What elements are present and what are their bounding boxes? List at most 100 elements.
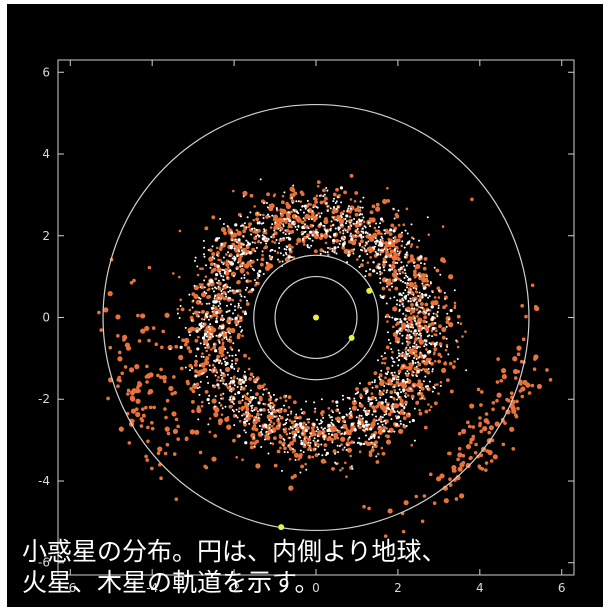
asteroid-white — [213, 359, 216, 362]
asteroid-white — [417, 337, 420, 340]
asteroid-orange — [393, 388, 396, 392]
asteroid-white — [410, 323, 413, 326]
asteroid-trojan — [150, 421, 154, 425]
asteroid-white — [388, 315, 391, 318]
asteroid-orange — [188, 349, 193, 354]
asteroid-orange — [402, 416, 407, 421]
asteroid-white — [283, 218, 286, 221]
asteroid-orange — [288, 419, 292, 422]
asteroid-white — [334, 232, 337, 235]
asteroid-white — [330, 220, 333, 223]
asteroid-white — [398, 388, 401, 391]
asteroid-orange — [317, 443, 320, 446]
asteroid-trojan — [161, 374, 167, 381]
asteroid-orange — [196, 273, 200, 277]
asteroid-orange — [247, 225, 251, 229]
asteroid-orange — [374, 440, 378, 445]
asteroid-trojan — [451, 469, 456, 473]
asteroid-orange — [397, 424, 401, 428]
asteroid-white — [348, 412, 351, 415]
asteroid-orange — [451, 365, 456, 369]
asteroid-orange — [213, 309, 216, 313]
asteroid-white — [397, 394, 400, 397]
asteroid-white — [320, 234, 323, 237]
asteroid-orange — [399, 250, 402, 253]
asteroid-white — [428, 362, 431, 365]
asteroid-white — [244, 378, 247, 381]
asteroid-white — [237, 320, 240, 323]
asteroid-white — [343, 433, 346, 436]
asteroid-white — [411, 359, 414, 362]
asteroid-orange — [415, 308, 419, 311]
asteroid-orange — [277, 217, 283, 223]
asteroid-white — [244, 384, 247, 387]
asteroid-white — [440, 345, 443, 348]
asteroid-trojan — [161, 329, 166, 334]
asteroid-orange — [341, 245, 346, 250]
asteroid-orange — [272, 436, 277, 440]
asteroid-white — [222, 372, 225, 375]
asteroid-white — [207, 343, 210, 346]
asteroid-white — [237, 261, 240, 264]
asteroid-orange — [178, 275, 181, 279]
asteroid-orange — [244, 247, 247, 251]
asteroid-trojan — [140, 418, 145, 423]
asteroid-white — [259, 213, 262, 216]
asteroid-white — [212, 369, 215, 372]
asteroid-orange — [370, 217, 376, 223]
asteroid-white — [423, 262, 426, 265]
asteroid-white — [216, 254, 219, 257]
asteroid-white — [418, 321, 421, 324]
asteroid-white — [231, 318, 234, 321]
asteroid-trojan — [467, 424, 472, 429]
asteroid-orange — [237, 367, 240, 370]
asteroid-white — [354, 392, 357, 395]
asteroid-white — [417, 330, 420, 333]
asteroid-white — [246, 392, 249, 395]
asteroid-orange — [346, 447, 352, 453]
asteroid-trojan — [492, 454, 498, 460]
asteroid-white — [391, 364, 394, 367]
asteroid-trojan — [513, 413, 518, 417]
planet-mars — [366, 287, 373, 294]
asteroid-white — [254, 250, 257, 253]
asteroid-white — [205, 264, 208, 267]
asteroid-white — [317, 445, 320, 448]
asteroid-white — [243, 251, 246, 254]
asteroid-orange — [391, 272, 396, 277]
asteroid-white — [350, 410, 353, 413]
asteroid-white — [287, 236, 290, 239]
asteroid-trojan — [107, 291, 113, 297]
asteroid-white — [220, 290, 223, 293]
asteroid-orange — [323, 443, 328, 448]
asteroid-white — [311, 210, 314, 213]
asteroid-white — [364, 392, 367, 395]
asteroid-white — [326, 189, 329, 192]
asteroid-orange — [290, 420, 295, 425]
asteroid-white — [241, 378, 244, 381]
asteroid-white — [223, 360, 226, 363]
asteroid-white — [224, 405, 227, 408]
asteroid-trojan — [516, 345, 522, 351]
asteroid-white — [301, 204, 304, 207]
asteroid-orange — [249, 279, 252, 283]
asteroid-white — [379, 281, 382, 284]
asteroid-orange — [426, 279, 430, 283]
asteroid-white — [226, 276, 229, 279]
asteroid-white — [222, 392, 225, 395]
asteroid-orange — [279, 415, 284, 420]
asteroid-white — [429, 282, 432, 285]
asteroid-white — [424, 343, 427, 346]
asteroid-white — [250, 398, 253, 401]
asteroid-white — [404, 403, 407, 406]
asteroid-orange — [381, 451, 386, 456]
asteroid-white — [383, 419, 386, 422]
asteroid-white — [262, 272, 265, 275]
asteroid-white — [333, 251, 336, 254]
asteroid-orange — [433, 347, 438, 352]
asteroid-white — [304, 207, 307, 210]
asteroid-white — [396, 261, 399, 264]
asteroid-orange — [354, 212, 359, 217]
asteroid-orange — [222, 373, 226, 378]
asteroid-white — [309, 230, 313, 234]
